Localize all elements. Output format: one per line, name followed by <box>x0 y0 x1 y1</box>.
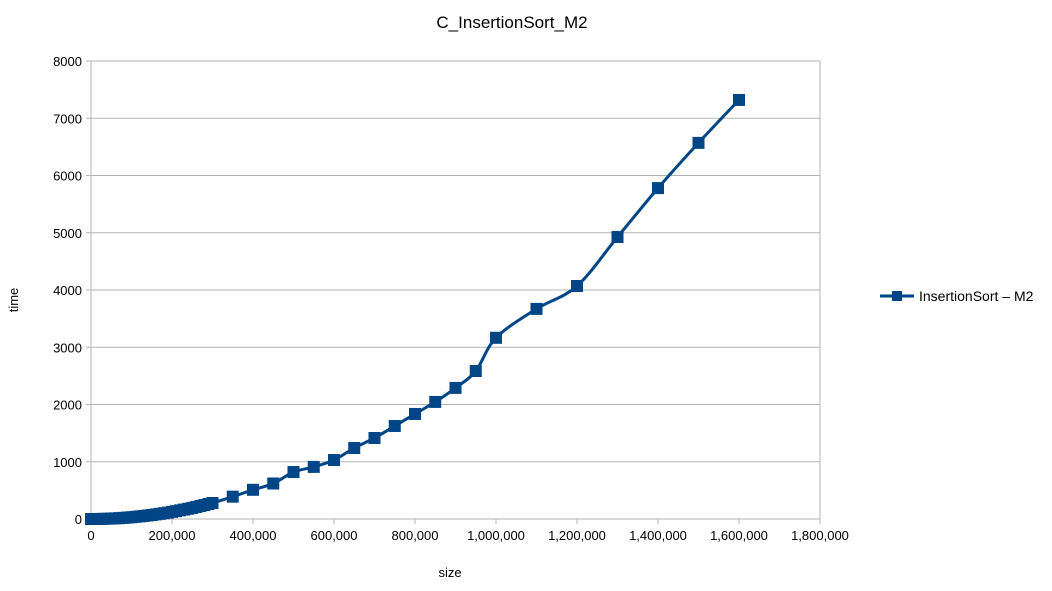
y-tick-label: 2000 <box>53 398 82 413</box>
x-tick-label: 1,600,000 <box>710 528 768 543</box>
grid <box>91 60 820 520</box>
data-point <box>409 407 421 420</box>
x-tick-label: 1,400,000 <box>629 528 687 543</box>
y-tick-label: 7000 <box>53 111 82 126</box>
data-point <box>388 419 401 432</box>
data-point <box>490 331 502 344</box>
x-tick-label: 1,000,000 <box>467 528 525 543</box>
x-tick-label: 400,000 <box>230 528 277 543</box>
y-axis-label: time <box>6 288 21 313</box>
y-tick-label: 1000 <box>53 455 82 470</box>
data-point <box>206 496 219 509</box>
data-point <box>469 365 482 378</box>
series <box>85 93 745 525</box>
axes: 0 1000 2000 3000 4000 5000 6000 7000 8000 0 200,00… <box>53 54 849 543</box>
x-tick-label: 0 <box>87 528 94 543</box>
legend-label: InsertionSort – M2 <box>919 288 1034 304</box>
data-point <box>368 431 381 444</box>
y-tick-label: 4000 <box>53 283 82 298</box>
data-point <box>611 231 624 244</box>
data-point <box>652 182 664 195</box>
x-tick-label: 800,000 <box>392 528 439 543</box>
x-tick-label: 1,800,000 <box>791 528 849 543</box>
legend-marker <box>892 291 902 301</box>
y-tick-label: 5000 <box>53 226 82 241</box>
legend: InsertionSort – M2 <box>880 288 1034 304</box>
x-tick-label: 600,000 <box>311 528 358 543</box>
data-point <box>348 442 361 455</box>
data-point <box>733 93 745 106</box>
x-tick-label: 200,000 <box>149 528 196 543</box>
chart-title: C_InsertionSort_M2 <box>436 13 587 32</box>
series-line <box>90 98 741 521</box>
data-point <box>267 477 280 490</box>
data-point <box>307 460 320 473</box>
y-tick-label: 6000 <box>53 169 82 184</box>
data-point <box>429 395 442 408</box>
x-axis-label: size <box>438 565 461 580</box>
y-tick-label: 3000 <box>53 340 82 355</box>
data-point <box>328 454 340 467</box>
x-tick-label: 1,200,000 <box>548 528 606 543</box>
data-point <box>287 466 300 479</box>
data-point <box>247 483 259 496</box>
y-tick-label: 8000 <box>53 54 82 69</box>
y-tick-label: 0 <box>75 512 82 527</box>
data-point <box>571 279 583 292</box>
data-point <box>226 490 239 503</box>
data-point <box>692 136 705 149</box>
data-point <box>530 302 543 315</box>
data-point <box>449 381 462 394</box>
